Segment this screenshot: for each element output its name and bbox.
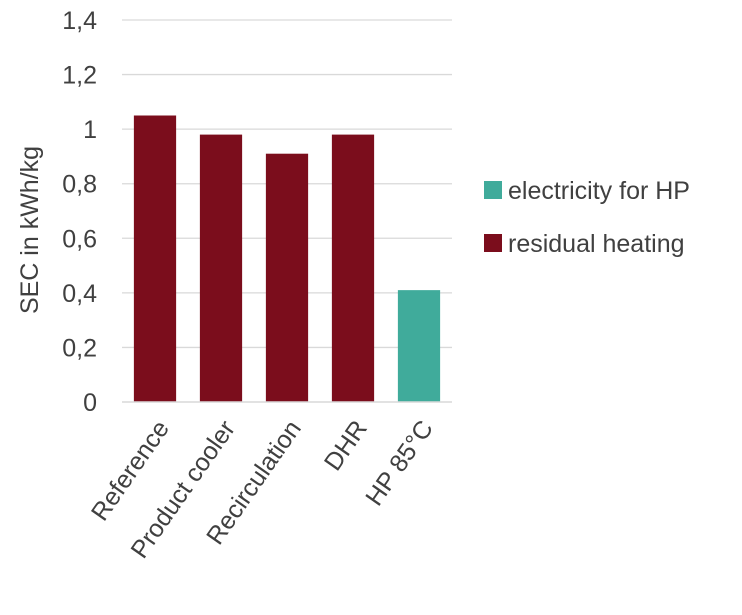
y-tick-label: 1,2 — [62, 62, 97, 90]
bar-reference-residual-heating — [133, 115, 177, 402]
y-tick-label: 0,8 — [62, 171, 97, 199]
bar-hp-85-c-electricity-for-hp — [397, 290, 441, 402]
y-tick-label: 0 — [83, 389, 97, 417]
legend-swatch — [484, 181, 502, 199]
bar-product-cooler-residual-heating — [199, 134, 243, 402]
y-tick-label: 0,2 — [62, 334, 97, 362]
y-tick-label: 1,4 — [62, 7, 97, 35]
bar-dhr-residual-heating — [331, 134, 375, 402]
y-tick-label: 1 — [83, 116, 97, 144]
y-tick-labels: 0 0,2 0,4 0,6 0,8 1 1,2 1,4 — [62, 7, 97, 417]
legend-label: electricity for HP — [508, 177, 690, 205]
y-tick-label: 0,4 — [62, 280, 97, 308]
x-tick-label: HP 85°C — [360, 415, 439, 511]
y-axis-label: SEC in kWh/kg — [16, 146, 44, 314]
legend: electricity for HP residual heating — [484, 177, 690, 258]
legend-swatch — [484, 234, 502, 252]
legend-label: residual heating — [508, 230, 685, 258]
bar-recirculation-residual-heating — [265, 153, 309, 402]
bars — [133, 115, 441, 402]
x-tick-label: DHR — [319, 415, 373, 475]
y-tick-label: 0,6 — [62, 225, 97, 253]
